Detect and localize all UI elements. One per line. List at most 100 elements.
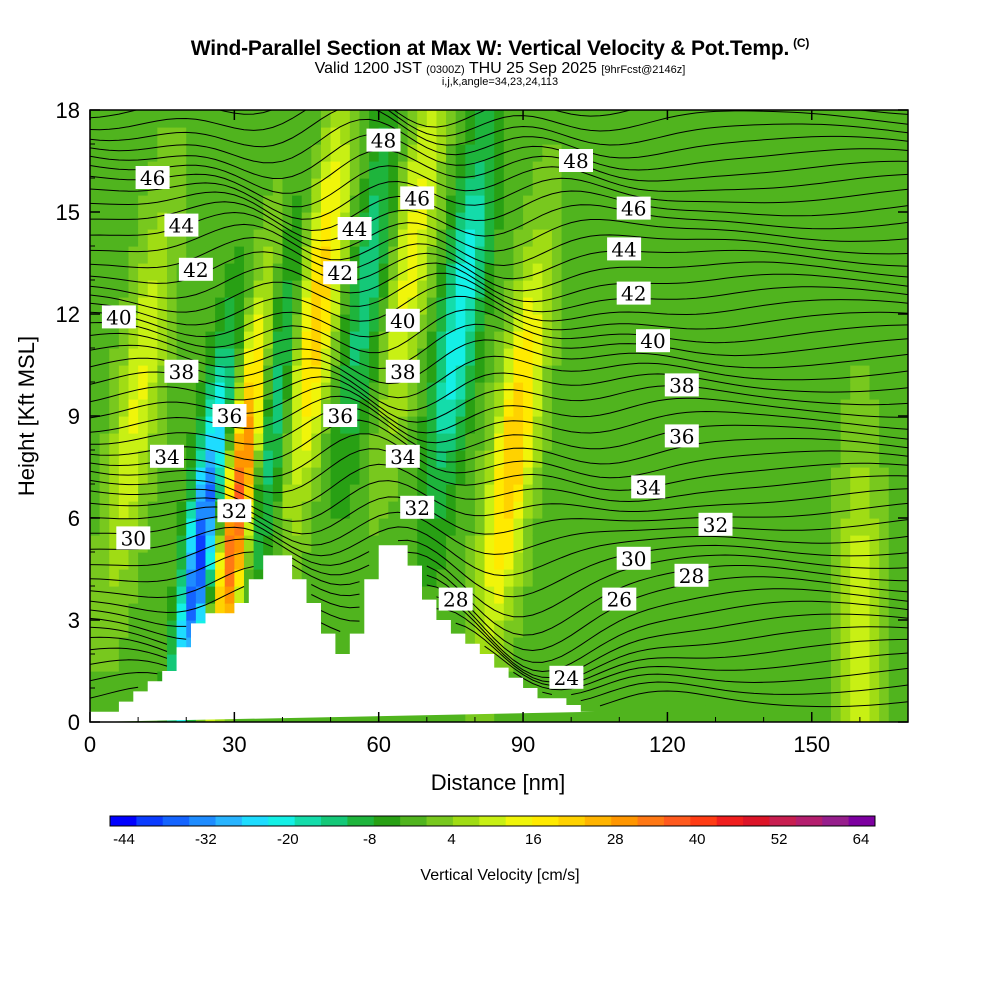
velocity-cell [782,501,794,519]
velocity-cell [446,314,457,332]
velocity-cell [138,399,149,417]
contour-label: 32 [400,495,435,520]
contour-label: 36 [664,424,699,448]
velocity-cell [696,195,707,213]
velocity-cell [811,671,822,689]
velocity-cell [705,705,717,722]
velocity-cell [831,637,842,655]
velocity-cell [850,671,861,689]
velocity-cell [580,450,592,468]
colorbar-tick-label: 28 [607,831,624,848]
velocity-cell [811,688,822,706]
velocity-cell [609,416,620,434]
velocity-cell [397,246,409,264]
velocity-cell [715,195,726,213]
velocity-cell [417,161,428,179]
velocity-cell [792,280,803,298]
velocity-cell [734,110,745,128]
velocity-cell [705,535,717,553]
velocity-cell [436,535,447,553]
velocity-cell [542,688,553,706]
velocity-cell [821,365,832,383]
velocity-cell [888,382,899,400]
velocity-cell [667,195,678,213]
velocity-cell [782,654,794,672]
velocity-cell [446,178,457,196]
velocity-cell [465,501,476,519]
velocity-cell [879,586,890,604]
contour-label-bg [135,166,170,189]
velocity-cell [782,467,794,485]
velocity-cell [609,348,620,366]
velocity-cell [869,195,880,213]
velocity-cell [840,484,851,502]
velocity-cell [648,535,659,553]
velocity-cell [859,484,871,502]
velocity-cell [754,620,765,638]
velocity-cell [859,705,871,722]
velocity-cell [609,365,620,383]
velocity-cell [523,433,534,451]
velocity-cell [705,178,717,196]
velocity-cell [734,501,745,519]
velocity-cell [176,484,187,502]
velocity-cell [859,314,871,332]
velocity-cell [397,399,409,417]
velocity-cell [782,331,794,349]
velocity-cell [166,127,178,145]
velocity-cell [879,603,890,621]
velocity-cell [657,399,669,417]
velocity-cell [754,263,765,281]
velocity-cell [840,314,851,332]
velocity-cell [821,212,832,230]
velocity-cell [600,382,611,400]
velocity-cell [494,127,505,145]
velocity-cell [590,229,601,247]
velocity-cell [263,144,274,162]
velocity-cell [782,688,794,706]
velocity-cell [667,144,678,162]
velocity-cell [109,110,120,128]
contour-label: 28 [674,563,709,588]
velocity-cell [513,518,524,536]
velocity-cell [782,144,794,162]
velocity-cell [147,297,158,315]
velocity-cell [879,637,890,655]
velocity-cell [561,705,572,722]
velocity-cell [898,127,908,145]
contour-label-text: 40 [390,309,415,333]
velocity-cell [763,535,774,553]
velocity-cell [446,212,457,230]
velocity-cell [465,416,476,434]
velocity-cell [859,671,871,689]
velocity-cell [523,671,534,689]
velocity-cell [580,603,592,621]
velocity-cell [465,348,476,366]
velocity-cell [859,603,871,621]
velocity-cell [657,654,669,672]
valid-date: THU 25 Sep 2025 [468,60,597,77]
velocity-cell [532,127,543,145]
velocity-cell [869,127,880,145]
velocity-cell [320,450,332,468]
velocity-cell [840,450,851,468]
theta-contour-line [90,686,908,708]
velocity-cell [282,110,293,128]
velocity-cell [898,212,908,230]
velocity-cell [609,178,620,196]
velocity-cell [763,518,774,536]
velocity-cell [638,433,649,451]
velocity-cell [619,297,630,315]
velocity-cell [763,144,774,162]
velocity-cell [677,144,688,162]
velocity-cell [869,348,880,366]
velocity-cell [831,586,842,604]
velocity-cell [754,382,765,400]
velocity-cell [571,620,582,638]
theta-contour-line [90,223,908,267]
velocity-cell [744,297,755,315]
velocity-cell [657,314,669,332]
velocity-cell [802,654,813,672]
velocity-cell [311,399,322,417]
velocity-cell [311,127,322,145]
